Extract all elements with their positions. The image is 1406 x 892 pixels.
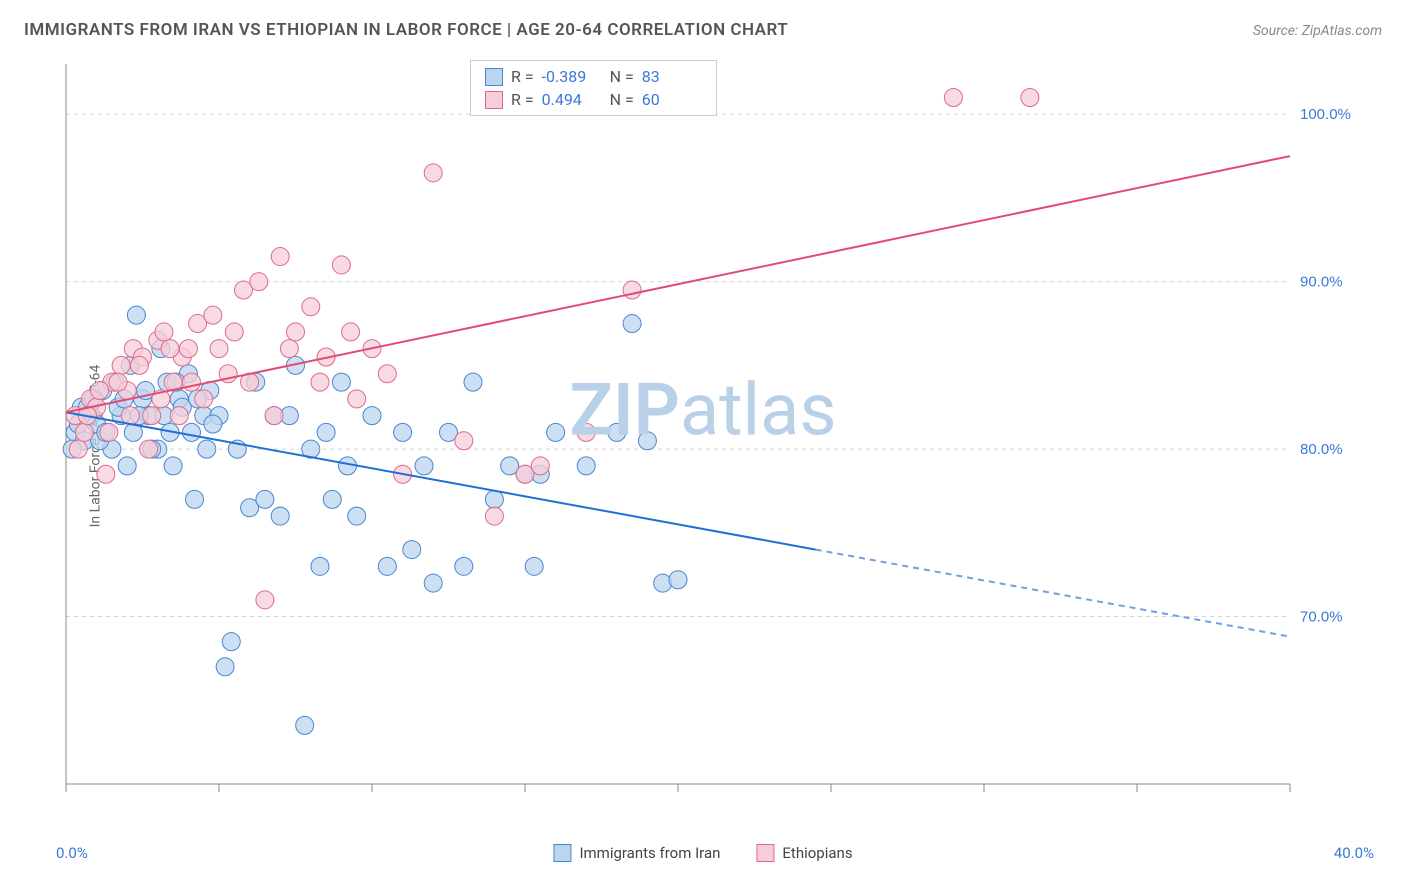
legend-item-iran: Immigrants from Iran [553, 844, 720, 862]
r-label: R = [511, 67, 534, 86]
correlation-stats-box: R = -0.389 N = 83 R = 0.494 N = 60 [470, 60, 717, 116]
x-axis-min-label: 0.0% [56, 844, 88, 862]
x-axis-max-label: 40.0% [1334, 844, 1374, 862]
r-value-iran: -0.389 [542, 67, 602, 86]
svg-text:90.0%: 90.0% [1300, 274, 1343, 291]
n-value-iran: 83 [642, 67, 702, 86]
n-label: N = [610, 67, 634, 86]
svg-text:100.0%: 100.0% [1300, 106, 1351, 123]
legend-swatch-iran [553, 844, 571, 862]
legend-item-ethiopians: Ethiopians [756, 844, 852, 862]
r-label: R = [511, 90, 534, 109]
legend-label-ethiopians: Ethiopians [782, 844, 852, 862]
swatch-ethiopians [485, 91, 503, 109]
chart-title: IMMIGRANTS FROM IRAN VS ETHIOPIAN IN LAB… [24, 20, 788, 40]
n-label: N = [610, 90, 634, 109]
stats-row-series-1: R = -0.389 N = 83 [471, 65, 716, 88]
scatter-chart-svg: 70.0% 80.0% 90.0% 100.0% [60, 60, 1360, 820]
swatch-iran [485, 68, 503, 86]
legend-swatch-ethiopians [756, 844, 774, 862]
source-attribution: Source: ZipAtlas.com [1253, 23, 1382, 39]
r-value-ethiopians: 0.494 [542, 90, 602, 109]
n-value-ethiopians: 60 [642, 90, 702, 109]
plot-area: 70.0% 80.0% 90.0% 100.0% [60, 60, 1360, 820]
title-bar: IMMIGRANTS FROM IRAN VS ETHIOPIAN IN LAB… [24, 20, 1382, 40]
svg-text:80.0%: 80.0% [1300, 441, 1343, 458]
stats-row-series-2: R = 0.494 N = 60 [471, 88, 716, 111]
legend-bottom: Immigrants from Iran Ethiopians [553, 844, 852, 862]
svg-text:70.0%: 70.0% [1300, 609, 1343, 626]
legend-label-iran: Immigrants from Iran [579, 844, 720, 862]
